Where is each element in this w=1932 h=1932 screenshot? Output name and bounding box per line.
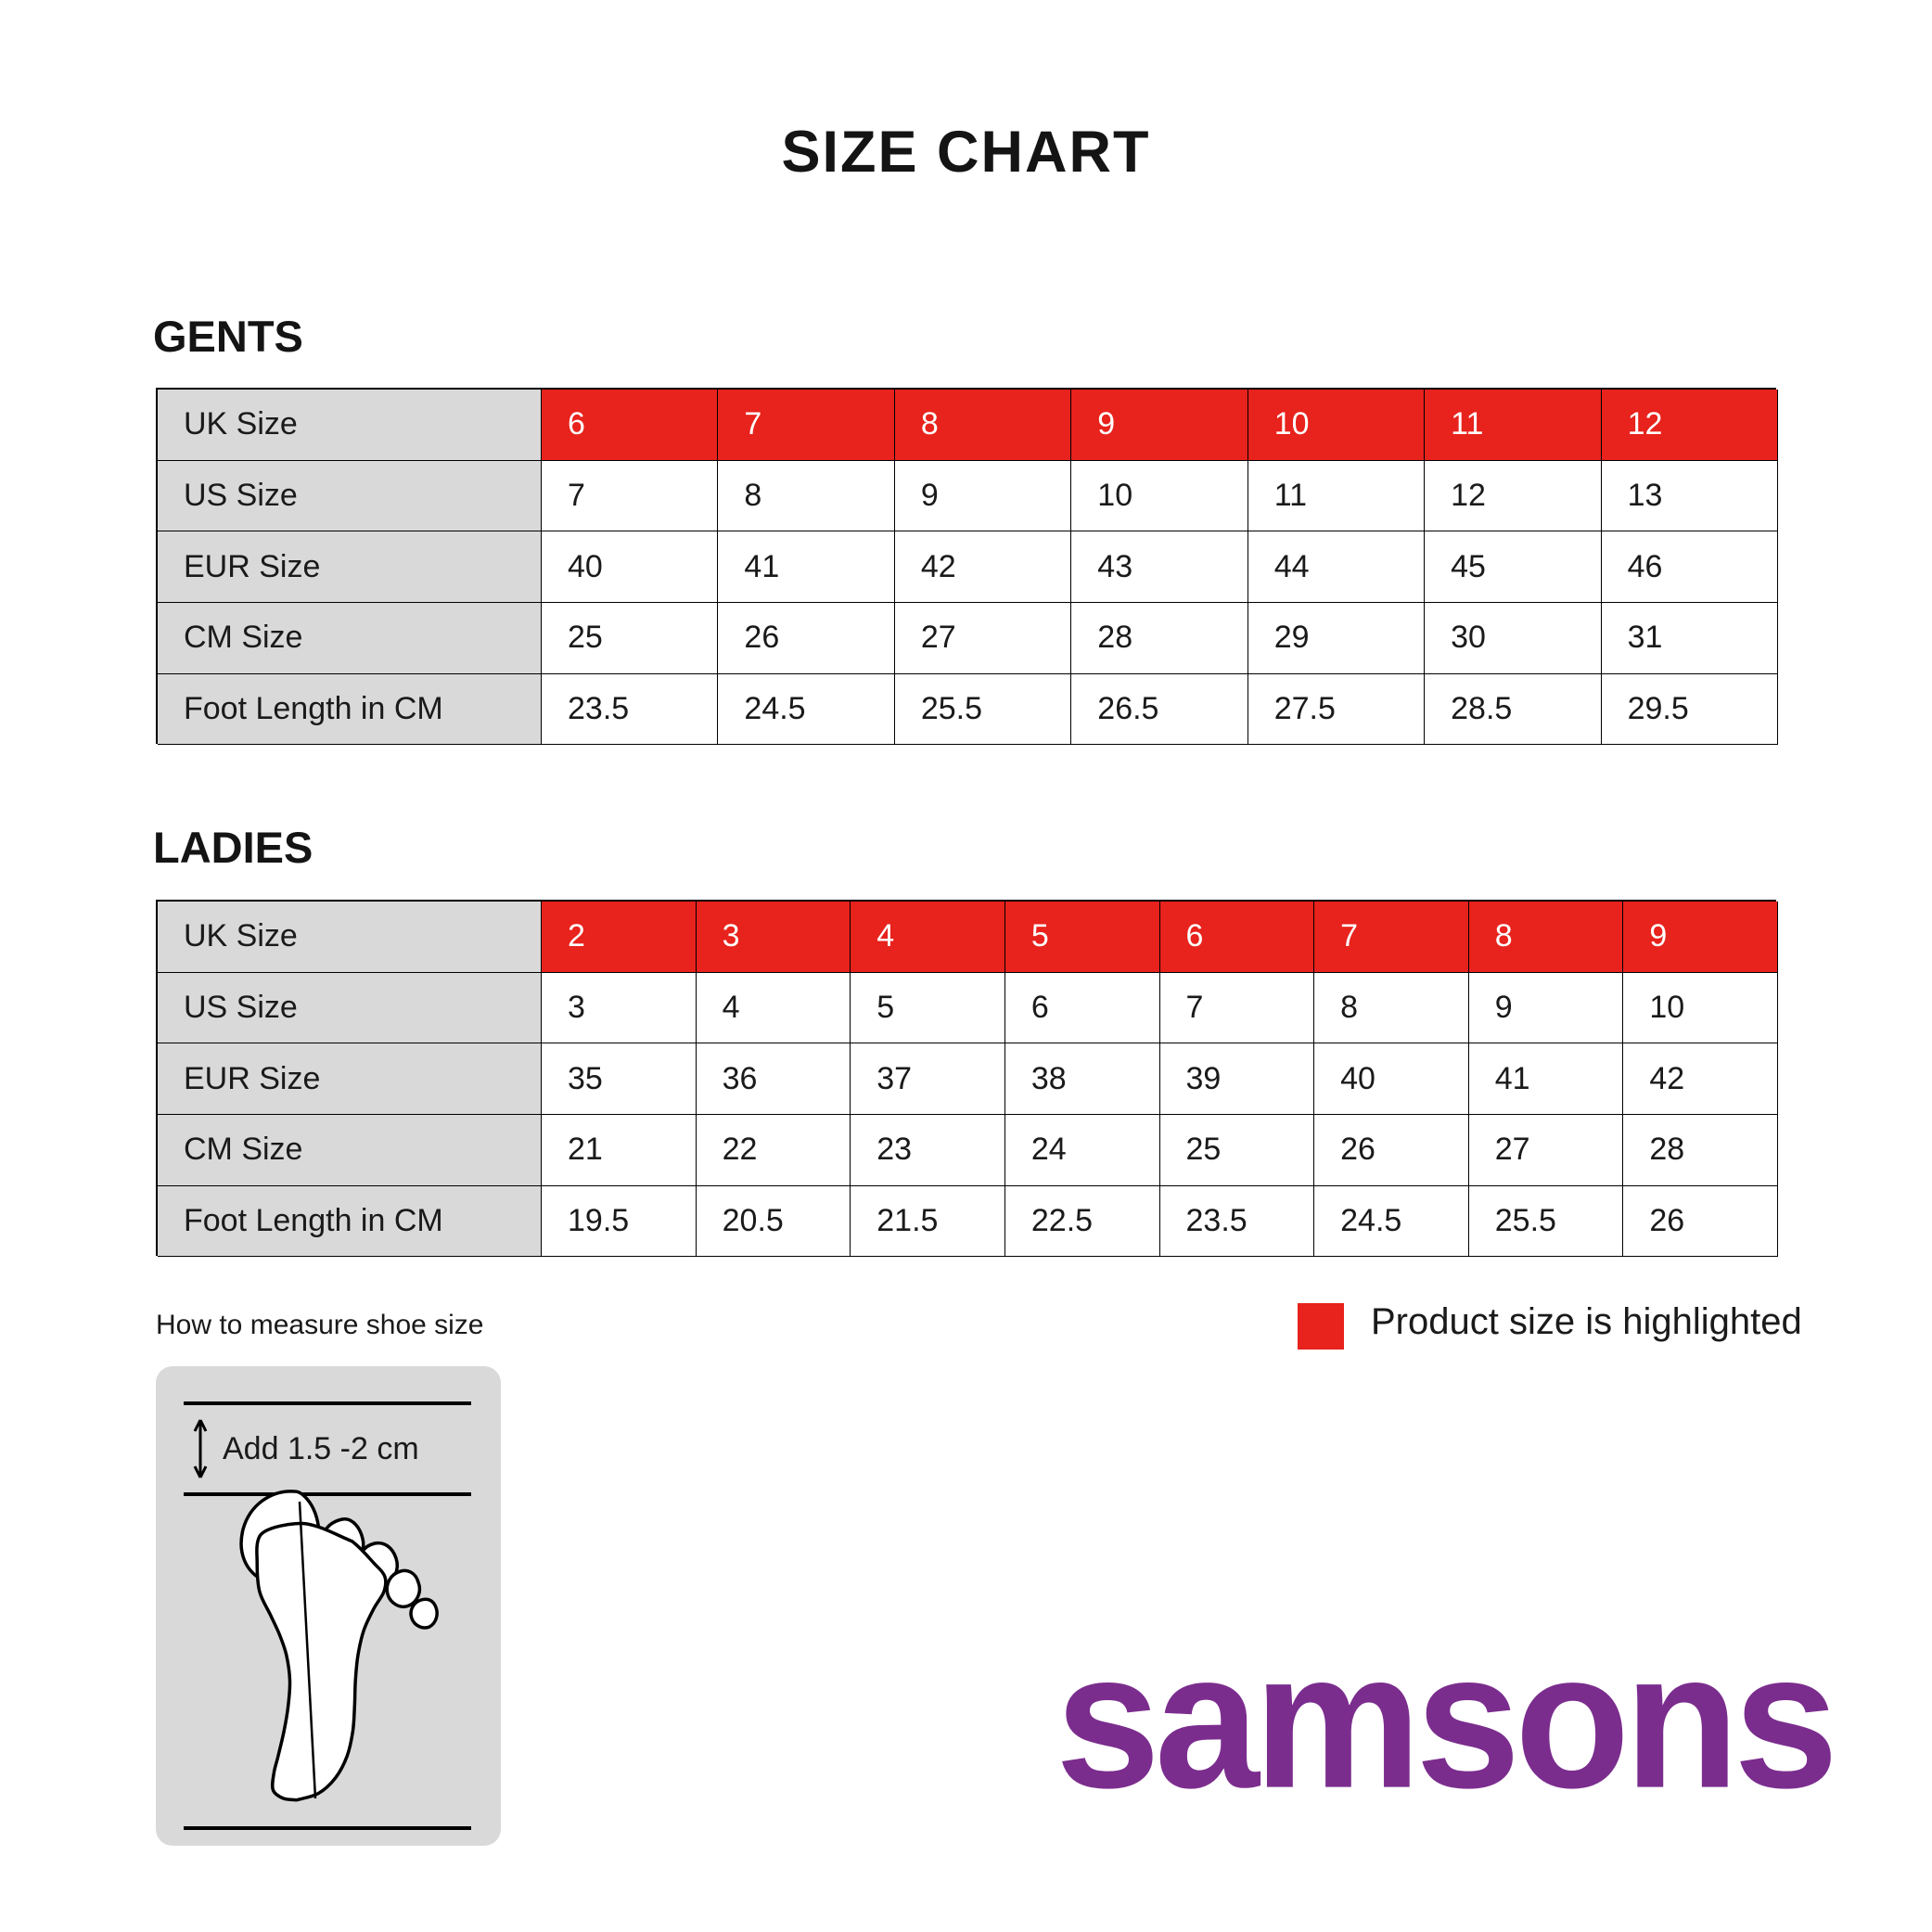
svg-text:Add 1.5 -2 cm: Add 1.5 -2 cm xyxy=(223,1431,419,1466)
